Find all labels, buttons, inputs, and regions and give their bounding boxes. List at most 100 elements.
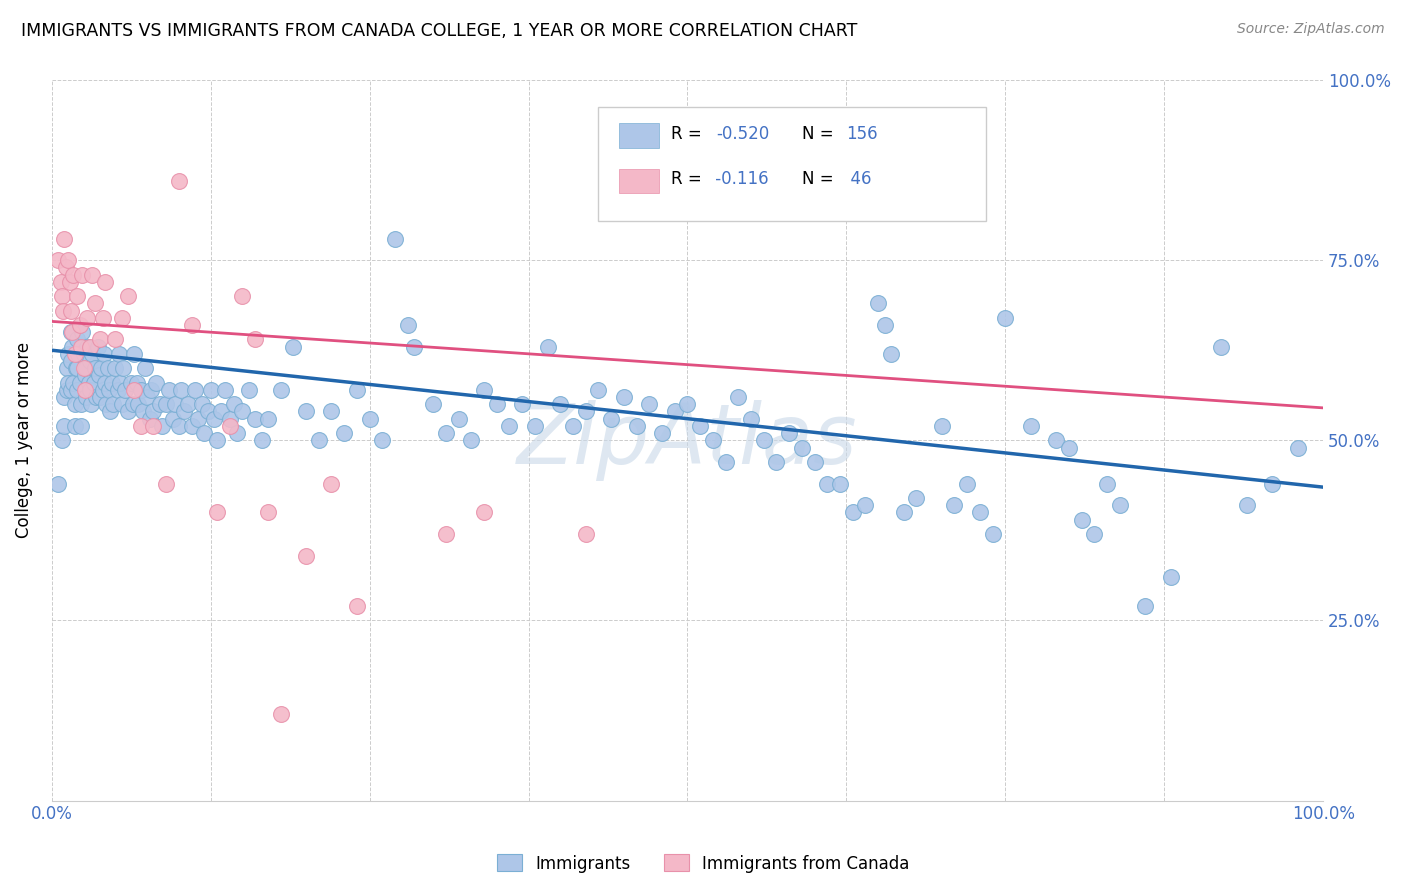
Point [104, 333, 127, 347]
Point [51, 289, 73, 303]
Point [65, 361, 87, 376]
Point [200, 383, 222, 397]
Point [384, 231, 406, 245]
Point [243, 333, 266, 347]
Point [127, 397, 149, 411]
Point [76, 310, 98, 325]
Point [155, 397, 177, 411]
Point [55, 260, 77, 275]
Point [100, 376, 122, 390]
Point [790, 441, 813, 455]
Point [184, 383, 207, 397]
Point [226, 426, 249, 441]
Point [52, 303, 75, 318]
Point [70, 418, 93, 433]
Point [84, 361, 107, 376]
Point [550, 397, 572, 411]
Point [72, 347, 94, 361]
Point [129, 418, 152, 433]
Point [422, 397, 444, 411]
Point [209, 404, 232, 418]
Point [250, 434, 273, 448]
Point [270, 383, 292, 397]
Point [59, 354, 82, 368]
Point [222, 397, 245, 411]
Point [981, 527, 1004, 541]
Point [295, 404, 318, 418]
Point [204, 411, 226, 425]
Point [58, 253, 80, 268]
Point [59, 325, 82, 339]
Text: 46: 46 [839, 170, 872, 188]
Point [1133, 599, 1156, 613]
Point [122, 397, 145, 411]
Point [72, 361, 94, 376]
Point [626, 418, 648, 433]
Point [46, 476, 69, 491]
Point [79, 340, 101, 354]
Point [510, 397, 533, 411]
Point [868, 296, 890, 310]
Legend: Immigrants, Immigrants from Canada: Immigrants, Immigrants from Canada [491, 847, 915, 880]
Point [157, 383, 180, 397]
Point [396, 318, 419, 332]
Point [855, 498, 877, 512]
Point [49, 275, 72, 289]
Point [270, 707, 292, 722]
Point [72, 268, 94, 282]
Point [191, 397, 214, 411]
Point [1286, 441, 1309, 455]
Point [90, 361, 112, 376]
Point [84, 390, 107, 404]
Point [138, 411, 160, 425]
Y-axis label: College, 1 year or more: College, 1 year or more [15, 343, 32, 539]
Point [752, 434, 775, 448]
Point [778, 426, 800, 441]
Text: ZipAtlas: ZipAtlas [517, 400, 858, 481]
Point [114, 383, 136, 397]
Text: -0.520: -0.520 [717, 125, 770, 143]
Point [243, 411, 266, 425]
Point [80, 397, 103, 411]
Point [91, 310, 114, 325]
Point [84, 296, 107, 310]
Point [97, 361, 120, 376]
Point [46, 253, 69, 268]
Point [651, 426, 673, 441]
Point [727, 390, 749, 404]
Point [1057, 441, 1080, 455]
Point [359, 411, 381, 425]
Point [613, 390, 636, 404]
Point [1019, 418, 1042, 433]
Point [205, 434, 228, 448]
Point [562, 418, 585, 433]
Point [111, 361, 134, 376]
Point [53, 418, 76, 433]
Text: N =: N = [801, 170, 839, 188]
Text: Source: ZipAtlas.com: Source: ZipAtlas.com [1237, 22, 1385, 37]
Point [638, 397, 661, 411]
Point [63, 397, 86, 411]
Point [149, 397, 172, 411]
Point [66, 361, 89, 376]
Point [56, 361, 79, 376]
Point [93, 347, 115, 361]
Point [893, 505, 915, 519]
Point [139, 383, 162, 397]
Point [66, 289, 89, 303]
FancyBboxPatch shape [619, 169, 659, 194]
Point [943, 498, 966, 512]
Point [170, 383, 193, 397]
Point [110, 376, 132, 390]
Text: R =: R = [671, 125, 707, 143]
Point [447, 411, 470, 425]
Point [79, 383, 101, 397]
Point [1211, 340, 1233, 354]
Point [197, 404, 219, 418]
Point [145, 376, 167, 390]
Point [333, 426, 356, 441]
Point [62, 268, 84, 282]
Point [193, 426, 215, 441]
Point [101, 397, 124, 411]
Point [180, 318, 202, 332]
